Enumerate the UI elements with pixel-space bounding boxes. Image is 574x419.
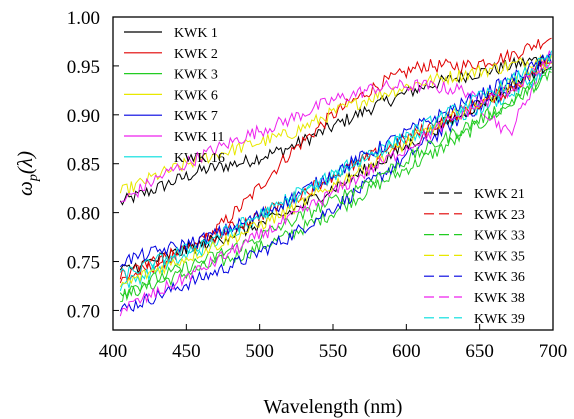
x-tick-label: 400: [99, 341, 128, 362]
series-line-kwk-39: [119, 50, 552, 281]
y-axis-subscript: p: [26, 174, 41, 182]
legend-label: KWK 11: [174, 130, 224, 145]
series-line-kwk-6: [119, 53, 552, 196]
series-line-kwk-33: [119, 67, 552, 298]
legend-label: KWK 33: [474, 229, 525, 244]
legend-label: KWK 38: [474, 291, 525, 306]
legend-label: KWK 16: [174, 151, 225, 166]
x-axis-label: Wavelength (nm): [264, 396, 403, 418]
legend-label: KWK 36: [474, 270, 525, 285]
y-tick-label: 0.90: [67, 106, 100, 127]
legend-label: KWK 1: [174, 26, 218, 41]
series-line-kwk-16: [119, 63, 552, 292]
x-tick-label: 650: [465, 341, 494, 362]
legend-layer: KWK 1 KWK 2 KWK 3 KWK 6 KWK 7 KWK 11 KWK 16 KWK…: [124, 26, 525, 327]
x-tick-label: 600: [392, 341, 421, 362]
y-tick-label: 0.75: [67, 253, 100, 274]
y-tick-label: 0.85: [67, 155, 100, 176]
legend-label: KWK 35: [474, 249, 525, 264]
x-tick-label: 550: [319, 341, 348, 362]
ticks-layer: 400 450 500 550 600 650 700 0.70 0.75 0.80 0.85 0.9…: [67, 8, 568, 362]
series-layer: [119, 37, 552, 317]
legend-label: KWK 2: [174, 47, 218, 62]
y-axis-symbol: ω: [13, 181, 37, 196]
legend-label: KWK 3: [174, 68, 218, 83]
y-axis-label: ωp(λ): [13, 151, 41, 196]
legend-label: KWK 7: [174, 109, 218, 124]
x-tick-label: 700: [539, 341, 568, 362]
legend-label: KWK 23: [474, 208, 525, 223]
series-line-kwk-21: [119, 61, 552, 274]
y-tick-label: 0.80: [67, 204, 100, 225]
x-tick-label: 500: [245, 341, 274, 362]
legend-label: KWK 6: [174, 88, 218, 103]
y-tick-label: 0.70: [67, 301, 100, 322]
series-line-kwk-1: [119, 54, 552, 206]
x-tick-label: 450: [172, 341, 201, 362]
legend-label: KWK 39: [474, 312, 525, 327]
y-tick-label: 0.95: [67, 57, 100, 78]
series-line-kwk-36: [119, 54, 552, 268]
legend-label: KWK 21: [474, 187, 525, 202]
y-axis-argument: (λ): [13, 151, 37, 174]
y-tick-label: 1.00: [67, 8, 100, 29]
series-line-kwk-38: [119, 60, 552, 317]
